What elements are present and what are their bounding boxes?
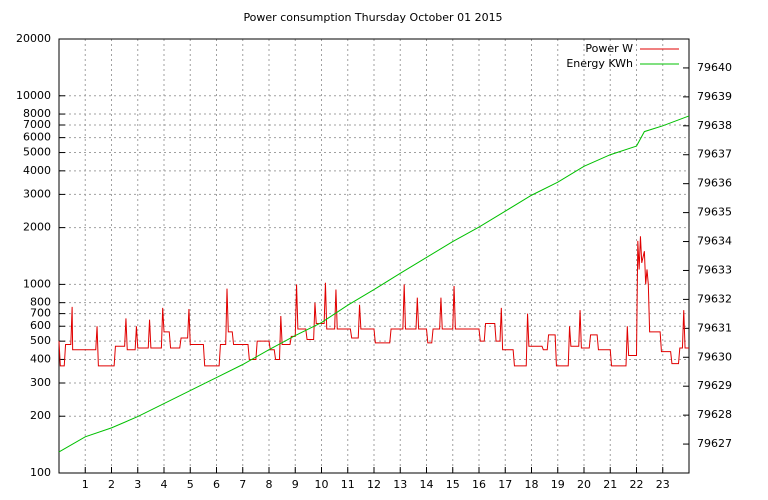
y-tick-label: 4000 (23, 164, 51, 177)
x-tick-label: 12 (367, 478, 381, 491)
y2-tick-label: 79631 (697, 321, 732, 334)
x-tick-label: 2 (108, 478, 115, 491)
y-tick-label: 10000 (16, 89, 51, 102)
y-tick-label: 800 (30, 296, 51, 309)
y-tick-label: 100 (30, 466, 51, 479)
y2-tick-label: 79628 (697, 408, 732, 421)
y-tick-label: 3000 (23, 187, 51, 200)
x-tick-label: 14 (420, 478, 434, 491)
x-tick-label: 3 (134, 478, 141, 491)
y-tick-label: 500 (30, 334, 51, 347)
x-tick-label: 4 (161, 478, 168, 491)
y2-tick-label: 79636 (697, 177, 732, 190)
y2-tick-label: 79637 (697, 148, 732, 161)
legend-label: Energy KWh (566, 57, 633, 70)
x-tick-label: 20 (577, 478, 591, 491)
y2-tick-label: 79639 (697, 90, 732, 103)
y-tick-label: 700 (30, 307, 51, 320)
y-tick-label: 200 (30, 409, 51, 422)
y2-tick-label: 79632 (697, 292, 732, 305)
x-tick-label: 7 (239, 478, 246, 491)
x-tick-label: 5 (187, 478, 194, 491)
legend-label: Power W (585, 42, 633, 55)
x-tick-label: 10 (315, 478, 329, 491)
x-tick-label: 17 (498, 478, 512, 491)
y2-tick-label: 79635 (697, 206, 732, 219)
x-tick-label: 9 (292, 478, 299, 491)
y2-tick-label: 79629 (697, 379, 732, 392)
x-tick-label: 21 (603, 478, 617, 491)
chart-title: Power consumption Thursday October 01 20… (243, 11, 502, 24)
x-tick-label: 19 (551, 478, 565, 491)
x-tick-label: 22 (630, 478, 644, 491)
x-tick-label: 6 (213, 478, 220, 491)
y-tick-label: 5000 (23, 146, 51, 159)
y-tick-label: 1000 (23, 277, 51, 290)
x-tick-label: 23 (656, 478, 670, 491)
x-tick-label: 16 (472, 478, 486, 491)
y2-tick-label: 79627 (697, 437, 732, 450)
series-line (58, 115, 690, 453)
y2-tick-label: 79630 (697, 350, 732, 363)
y-tick-label: 2000 (23, 221, 51, 234)
y2-tick-label: 79638 (697, 119, 732, 132)
series-line (58, 236, 689, 367)
y-tick-label: 300 (30, 376, 51, 389)
y-tick-label: 7000 (23, 118, 51, 131)
x-tick-label: 8 (266, 478, 273, 491)
y-tick-label: 6000 (23, 131, 51, 144)
x-tick-label: 13 (393, 478, 407, 491)
x-tick-label: 18 (525, 478, 539, 491)
y-tick-label: 400 (30, 352, 51, 365)
plot-frame (58, 38, 690, 474)
x-tick-label: 11 (341, 478, 355, 491)
y2-tick-label: 79633 (697, 263, 732, 276)
x-tick-label: 15 (446, 478, 460, 491)
y2-tick-label: 79634 (697, 235, 732, 248)
y-tick-label: 600 (30, 319, 51, 332)
x-tick-label: 1 (82, 478, 89, 491)
y-tick-label: 20000 (16, 32, 51, 45)
y-tick-label: 8000 (23, 107, 51, 120)
y2-tick-label: 79640 (697, 61, 732, 74)
